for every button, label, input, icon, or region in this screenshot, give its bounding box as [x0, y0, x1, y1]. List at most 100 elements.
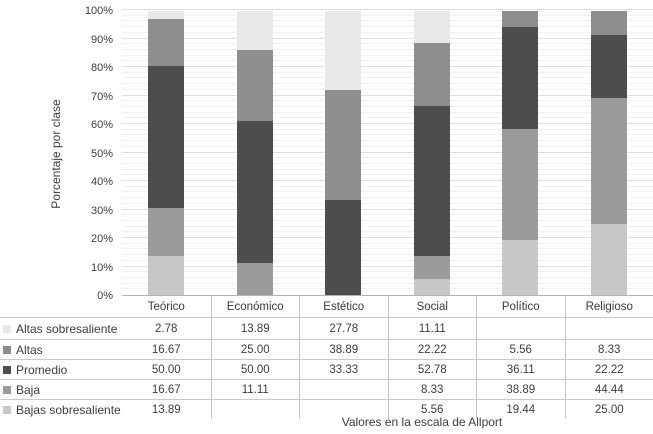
- bar-stack: [236, 11, 273, 295]
- minor-gridline: [122, 100, 653, 102]
- minor-gridline: [122, 254, 653, 256]
- y-tick-label: 0%: [97, 290, 113, 302]
- legend-cell: Bajas sobresaliente: [0, 400, 122, 419]
- column-header: Religioso: [564, 296, 653, 317]
- value-cell: 50.00: [210, 360, 300, 379]
- value-cell: [299, 400, 388, 419]
- bar-segment: [325, 200, 361, 295]
- major-gridline: [122, 180, 653, 181]
- minor-gridline: [122, 140, 653, 142]
- y-tick-label: 20%: [90, 233, 113, 245]
- value-cell: [476, 318, 565, 339]
- value-cell: [210, 400, 300, 419]
- bar-segment: [502, 26, 538, 130]
- legend-label: Promedio: [16, 362, 68, 377]
- minor-gridline: [122, 231, 653, 233]
- minor-gridline: [122, 54, 653, 56]
- bar-segment: [236, 11, 273, 51]
- bar-column: [299, 11, 388, 295]
- minor-gridline: [122, 60, 653, 62]
- x-axis-title: Valores en la escala de Allport: [341, 415, 503, 429]
- minor-gridline: [122, 202, 653, 204]
- legend-column-spacer: [0, 296, 122, 317]
- bar-segment: [590, 34, 627, 98]
- bar-column: [388, 11, 477, 295]
- y-tick-label: 90%: [90, 33, 113, 46]
- minor-gridline: [122, 282, 653, 284]
- minor-gridline: [122, 145, 653, 147]
- legend-label: Bajas sobresaliente: [16, 402, 121, 417]
- y-tick-label: 80%: [90, 62, 113, 74]
- value-cell: 16.67: [151, 383, 181, 396]
- legend-swatch: [3, 405, 11, 414]
- table-header-row: Teórico Económico Estético Social Político Re…: [0, 296, 653, 318]
- legend-cell: Altas: [0, 340, 122, 359]
- value-cell: 19.44: [476, 400, 565, 419]
- bar-segment: [236, 50, 273, 122]
- minor-gridline: [122, 134, 653, 136]
- bar-segment: [148, 208, 184, 256]
- value-cell: 50.00: [151, 363, 181, 376]
- bar-segment: [325, 11, 361, 90]
- minor-gridline: [122, 14, 653, 16]
- minor-gridline: [122, 185, 653, 187]
- bar-column: [565, 11, 653, 295]
- bar-segment: [236, 263, 273, 295]
- minor-gridline: [122, 83, 653, 85]
- bar-column: [211, 11, 300, 295]
- y-tick-label: 60%: [90, 119, 113, 131]
- value-cell: 11.11: [210, 380, 300, 399]
- minor-gridline: [122, 242, 653, 244]
- major-gridline: [122, 66, 653, 67]
- value-cell: [564, 318, 653, 339]
- legend-label: Altas sobresaliente: [16, 321, 118, 336]
- y-tick-label: 100%: [84, 5, 113, 17]
- value-cell: 44.44: [564, 380, 653, 399]
- bar-segment: [148, 66, 184, 209]
- minor-gridline: [122, 271, 653, 273]
- value-cell: 2.78: [155, 322, 178, 335]
- value-cell: 16.67: [151, 343, 181, 356]
- value-cell: 11.11: [387, 318, 477, 339]
- bar-segment: [413, 105, 450, 256]
- minor-gridline: [122, 288, 653, 290]
- data-table: Teórico Económico Estético Social Político Re…: [0, 296, 653, 419]
- legend-swatch: [3, 385, 11, 394]
- value-cell: 25.00: [210, 340, 300, 359]
- bar-segment: [325, 89, 361, 201]
- legend-swatch: [3, 365, 11, 374]
- table-row: Bajas sobresaliente 13.89 5.56 19.44 25.00: [0, 400, 653, 419]
- table-row: Baja 16.67 11.11 8.33 38.89 44.44: [0, 380, 653, 400]
- y-axis-ticks: 0% 10% 20% 30% 40% 50% 60% 70% 80% 90% 100%: [60, 0, 117, 302]
- minor-gridline: [122, 174, 653, 176]
- column-header: Estético: [299, 296, 388, 317]
- legend-swatch: [3, 324, 11, 333]
- minor-gridline: [122, 117, 653, 119]
- minor-gridline: [122, 31, 653, 33]
- bar-stack: [590, 11, 627, 295]
- legend-cell: Promedio: [0, 360, 122, 379]
- minor-gridline: [122, 191, 653, 193]
- minor-gridline: [122, 225, 653, 227]
- bar-segment: [413, 279, 450, 295]
- plot-area: [122, 9, 653, 296]
- value-cell: 25.00: [564, 400, 653, 419]
- minor-gridline: [122, 248, 653, 250]
- minor-gridline: [122, 214, 653, 216]
- major-gridline: [122, 123, 653, 124]
- minor-gridline: [122, 71, 653, 73]
- bar-segment: [590, 97, 627, 224]
- minor-gridline: [122, 197, 653, 199]
- value-cell: 27.78: [299, 318, 388, 339]
- value-cell: 5.56: [387, 400, 477, 419]
- value-cell: 22.22: [564, 360, 653, 379]
- minor-gridline: [122, 128, 653, 130]
- table-row: Altas 16.67 25.00 38.89 22.22 5.56 8.33: [0, 340, 653, 360]
- bar-segment: [502, 11, 538, 27]
- bar-column: [476, 11, 565, 295]
- bar-segment: [148, 11, 184, 19]
- value-cell: 52.78: [387, 360, 477, 379]
- minor-gridline: [122, 88, 653, 90]
- minor-gridline: [122, 259, 653, 261]
